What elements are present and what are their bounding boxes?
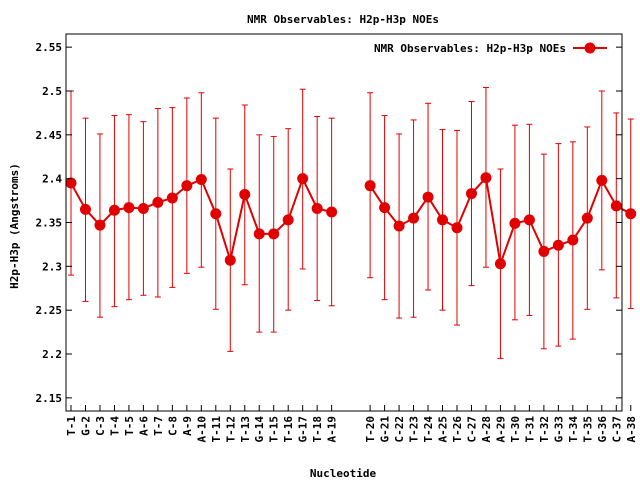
x-tick-label: A-28	[480, 416, 493, 443]
data-point	[166, 192, 178, 204]
y-tick-label: 2.5	[42, 85, 62, 98]
x-tick-label: T-7	[152, 416, 165, 436]
x-tick-label: A-38	[625, 416, 638, 443]
y-tick-label: 2.35	[36, 217, 63, 230]
x-axis: T-1 G-2 C-3 T-4 T-5 A-6 T-7 C-8 A-9 A-10 T-11 T-12 T…	[65, 405, 638, 443]
x-tick-label: T-20	[364, 416, 377, 443]
x-tick-label: T-15	[268, 416, 281, 443]
x-tick-label: G-36	[596, 416, 609, 443]
x-tick-label: A-25	[437, 416, 450, 443]
x-axis-label: Nucleotide	[310, 467, 377, 480]
data-point	[326, 206, 338, 218]
x-tick-label: A-29	[494, 416, 507, 443]
legend-marker	[584, 42, 596, 54]
x-tick-label: A-19	[326, 416, 339, 443]
x-tick-label: T-18	[311, 416, 324, 443]
data-point	[152, 196, 164, 208]
y-tick-label: 2.55	[36, 41, 63, 54]
data-point	[538, 245, 550, 257]
data-point	[181, 180, 193, 192]
x-tick-label: A-6	[137, 416, 150, 436]
data-point	[523, 214, 535, 226]
data-point	[79, 203, 91, 215]
data-point	[239, 188, 251, 200]
y-tick-label: 2.25	[36, 304, 63, 317]
y-axis: 2.15 2.2 2.25 2.3 2.35 2.4 2.45 2.5 2.55	[36, 41, 622, 405]
data-point	[210, 208, 222, 220]
x-tick-label: A-9	[181, 416, 194, 436]
data-point	[408, 212, 420, 224]
legend-label: NMR Observables: H2p-H3p NOEs	[374, 42, 566, 55]
x-tick-label: T-11	[210, 416, 223, 443]
x-tick-label: T-13	[239, 416, 252, 443]
x-tick-label: A-10	[195, 416, 208, 443]
data-point	[437, 214, 449, 226]
data-point	[94, 219, 106, 231]
data-point	[451, 222, 463, 234]
x-tick-label: T-30	[509, 416, 522, 443]
x-tick-label: T-26	[451, 416, 464, 443]
x-tick-label: G-21	[379, 416, 392, 443]
data-layer	[65, 86, 637, 359]
x-tick-label: G-2	[79, 416, 92, 436]
y-tick-label: 2.45	[36, 129, 63, 142]
x-tick-label: T-24	[422, 416, 435, 443]
data-point	[610, 200, 622, 212]
y-axis-label: H2p-H3p (Angstroms)	[8, 163, 21, 289]
x-tick-label: G-33	[552, 416, 565, 443]
x-tick-label: T-4	[108, 416, 121, 436]
data-point	[422, 191, 434, 203]
data-point	[480, 172, 492, 184]
x-tick-label: T-1	[65, 416, 78, 436]
data-point	[297, 173, 309, 185]
x-tick-label: T-23	[408, 416, 421, 443]
data-point	[123, 202, 135, 214]
data-point	[465, 188, 477, 200]
data-point	[224, 254, 236, 266]
data-point	[253, 228, 265, 240]
data-point	[581, 212, 593, 224]
legend: NMR Observables: H2p-H3p NOEs	[374, 42, 607, 55]
x-tick-label: T-5	[123, 416, 136, 436]
data-point	[195, 174, 207, 186]
x-tick-label: C-22	[393, 416, 406, 443]
x-tick-label: G-17	[297, 416, 310, 443]
data-point	[567, 234, 579, 246]
data-point	[494, 258, 506, 270]
data-point	[625, 208, 637, 220]
x-tick-label: T-31	[523, 416, 536, 443]
data-point	[509, 217, 521, 229]
y-tick-label: 2.4	[42, 173, 62, 186]
y-tick-label: 2.15	[36, 392, 63, 405]
x-tick-label: G-14	[253, 416, 266, 443]
chart-title: NMR Observables: H2p-H3p NOEs	[247, 13, 439, 26]
data-point	[108, 204, 120, 216]
x-tick-label: C-8	[166, 416, 179, 436]
x-tick-label: C-3	[94, 416, 107, 436]
x-tick-label: C-37	[610, 416, 623, 443]
data-point	[393, 220, 405, 232]
data-point	[137, 202, 149, 214]
x-tick-label: T-35	[581, 416, 594, 443]
y-tick-label: 2.2	[42, 348, 62, 361]
data-point	[552, 239, 564, 251]
data-point	[596, 174, 608, 186]
data-point	[268, 228, 280, 240]
data-point	[379, 202, 391, 214]
x-tick-label: T-16	[282, 416, 295, 443]
data-point	[364, 180, 376, 192]
data-point	[282, 214, 294, 226]
x-tick-label: C-27	[465, 416, 478, 443]
x-tick-label: T-12	[224, 416, 237, 443]
data-point	[311, 202, 323, 214]
x-tick-label: T-32	[538, 416, 551, 443]
data-point	[65, 177, 77, 189]
x-tick-label: T-34	[567, 416, 580, 443]
y-tick-label: 2.3	[42, 260, 62, 273]
